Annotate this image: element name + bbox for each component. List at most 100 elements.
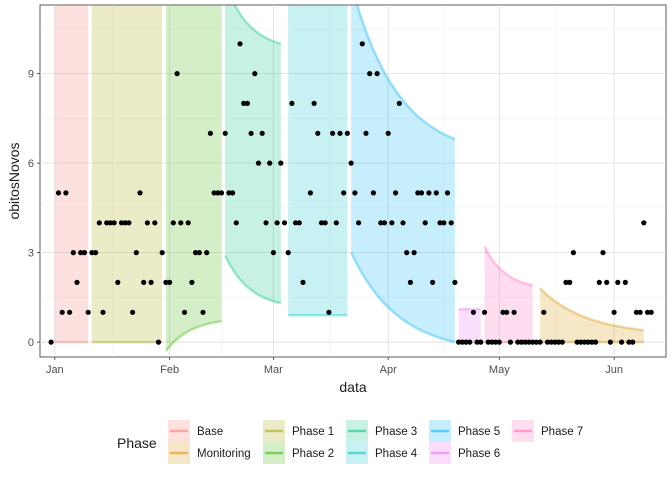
- data-point: [489, 339, 495, 345]
- data-point: [307, 190, 313, 196]
- x-tick-label: Feb: [160, 364, 179, 376]
- ribbon-lower-line: [349, 252, 456, 344]
- x-tick-label: Mar: [264, 364, 283, 376]
- data-point: [218, 190, 225, 196]
- data-point: [130, 309, 136, 315]
- data-point: [341, 190, 347, 196]
- data-point: [589, 339, 595, 345]
- data-point: [422, 220, 428, 226]
- data-point: [81, 250, 87, 256]
- data-point: [215, 190, 221, 196]
- data-point: [374, 71, 380, 77]
- data-point: [611, 309, 617, 315]
- data-point: [574, 339, 580, 345]
- data-point: [581, 339, 588, 345]
- data-point: [333, 220, 339, 226]
- data-point: [204, 250, 210, 256]
- data-point: [467, 339, 473, 345]
- data-point: [407, 279, 413, 285]
- data-point: [159, 250, 165, 256]
- data-point: [352, 190, 358, 196]
- data-point: [289, 100, 295, 106]
- data-point: [567, 279, 573, 285]
- data-point: [322, 220, 328, 226]
- data-point: [385, 130, 391, 136]
- x-axis-ticks: Jan Feb Mar Apr May Jun: [46, 357, 623, 376]
- data-point: [241, 100, 247, 106]
- data-point: [563, 279, 569, 285]
- ribbon-upper-line: [483, 246, 533, 287]
- data-point: [170, 220, 176, 226]
- legend-item-phase-2: Phase 2: [263, 442, 334, 464]
- data-point: [530, 339, 536, 345]
- data-point: [367, 71, 373, 77]
- data-point: [648, 309, 654, 315]
- data-point: [359, 41, 365, 47]
- data-point: [193, 250, 199, 256]
- data-point: [430, 279, 436, 285]
- data-point: [641, 220, 647, 226]
- x-tick-label: Jan: [46, 364, 64, 376]
- x-tick-label: Jun: [605, 364, 623, 376]
- data-point: [604, 279, 610, 285]
- legend-label: Base: [197, 426, 223, 438]
- data-point: [189, 279, 195, 285]
- ribbon-phase-1: [91, 5, 163, 343]
- ribbon-lower-line: [224, 255, 282, 305]
- legend-label: Monitoring: [197, 448, 251, 460]
- data-point: [141, 279, 147, 285]
- data-point: [126, 220, 132, 226]
- data-point: [381, 220, 388, 226]
- ribbon-phase-3: [225, 5, 281, 304]
- data-point: [326, 309, 332, 315]
- ribbon-monitoring: [540, 288, 644, 343]
- data-point: [133, 250, 139, 256]
- data-point: [463, 339, 469, 345]
- data-point: [78, 250, 84, 256]
- data-point: [348, 160, 354, 166]
- data-points: [48, 41, 654, 345]
- data-point: [415, 190, 421, 196]
- data-point: [437, 220, 443, 226]
- x-tick-label: Apr: [380, 364, 397, 376]
- data-point: [518, 339, 525, 345]
- data-point: [481, 309, 488, 315]
- data-point: [107, 220, 113, 226]
- data-point: [111, 220, 117, 226]
- data-point: [163, 279, 169, 285]
- data-point: [533, 339, 540, 345]
- legend-item-base: Base: [168, 420, 223, 442]
- data-point: [222, 130, 228, 136]
- data-point: [248, 130, 254, 136]
- data-point: [496, 339, 502, 345]
- x-axis-title: data: [339, 379, 366, 395]
- legend-item-phase-4: Phase 4: [346, 442, 418, 464]
- legend-item-monitoring: Monitoring: [168, 442, 251, 464]
- data-point: [504, 309, 510, 315]
- data-point: [167, 279, 173, 285]
- y-tick-label: 9: [28, 69, 34, 81]
- data-point: [85, 309, 91, 315]
- data-point: [244, 100, 250, 106]
- data-point: [226, 190, 232, 196]
- data-point: [493, 339, 499, 345]
- data-point: [137, 190, 143, 196]
- data-point: [259, 130, 265, 136]
- data-point: [181, 309, 188, 315]
- data-point: [74, 279, 80, 285]
- legend-label: Phase 7: [541, 426, 583, 438]
- data-point: [500, 309, 506, 315]
- data-point: [396, 100, 402, 106]
- ribbon-phase-6: [458, 309, 481, 343]
- data-point: [596, 279, 602, 285]
- ribbon-phase-2: [165, 5, 222, 351]
- data-point: [63, 190, 69, 196]
- data-point: [96, 220, 102, 226]
- data-point: [585, 339, 591, 345]
- legend-label: Phase 3: [375, 426, 417, 438]
- data-point: [622, 279, 628, 285]
- ribbon-upper-line: [355, 5, 456, 141]
- data-point: [459, 339, 465, 345]
- y-axis-title: obitosNovos: [6, 142, 22, 219]
- data-point: [55, 190, 62, 196]
